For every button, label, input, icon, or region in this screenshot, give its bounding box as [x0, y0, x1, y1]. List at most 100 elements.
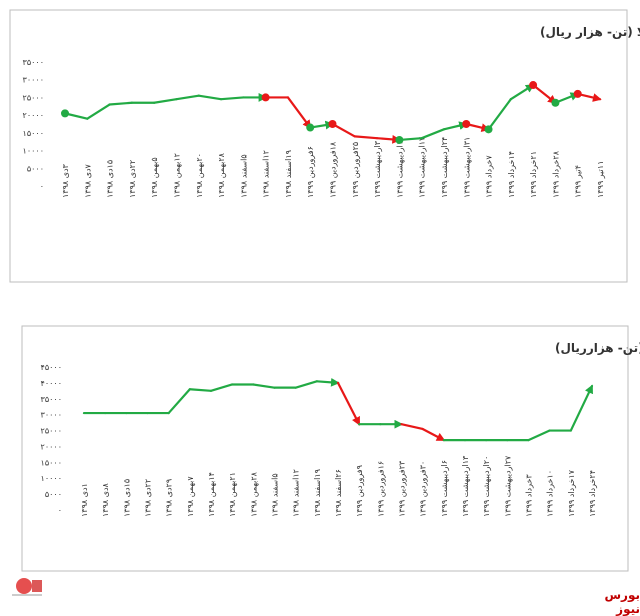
x-tick-label: ۱۰اردیبهشت ۱۳۹۹: [395, 137, 404, 198]
x-tick-label: ۱۷خرداد ۱۳۹۹: [567, 469, 576, 517]
x-tick-label: ۹فروردین ۱۳۹۹: [355, 465, 364, 517]
brand-label: بورس نیوز: [604, 588, 640, 616]
x-tick-label: ۱۴بهمن ۱۳۹۸: [207, 472, 216, 517]
x-tick-label: ۵اسفند ۱۳۹۸: [239, 154, 248, 198]
series-segment: [420, 128, 446, 140]
x-tick-label: ۲۳فروردین ۱۳۹۹: [398, 460, 407, 517]
y-tick-label: ۵۰۰۰: [45, 490, 62, 499]
x-tick-label: ۱۶فروردین ۱۳۹۹: [376, 461, 385, 517]
chart-lube-cut: روند نرخ فروش لوپ کات پالایشگاه اصفهان د…: [0, 318, 640, 583]
data-point: [529, 81, 538, 90]
series-segment: [294, 380, 318, 389]
x-tick-label: ۲۵فروردین ۱۳۹۹: [351, 142, 360, 198]
x-tick-label: ۲۲دی ۱۳۹۸: [144, 479, 153, 517]
x-tick-label: ۲۰بهمن ۱۳۹۸: [195, 153, 204, 198]
x-tick-label: ۵اسفند ۱۳۹۸: [271, 473, 280, 517]
data-point: [462, 120, 471, 128]
y-tick-label: ۳۵۰۰۰: [23, 58, 44, 67]
series-segment: [487, 98, 512, 131]
chart-frame: [21, 325, 629, 572]
x-tick-label: ۳۰فروردین ۱۳۹۹: [419, 461, 428, 517]
series-segment: [153, 98, 178, 104]
y-tick-label: ۲۰۰۰۰: [41, 442, 62, 451]
y-tick-label: ۴۰۰۰۰: [41, 379, 62, 388]
y-tick-label: ۲۰۰۰۰: [23, 111, 44, 120]
chart-vacuum-bottom: روند نرخ فروش وکیوم باتوم پالایشگاه اصفه…: [0, 0, 640, 300]
series-segment: [108, 101, 133, 106]
series-segment: [197, 94, 223, 101]
data-point: [395, 135, 404, 144]
x-tick-label: ۱۰خرداد ۱۳۹۹: [546, 470, 555, 517]
x-tick-label: ۱دی ۱۳۹۸: [80, 483, 89, 517]
x-tick-label: ۱۱تیر ۱۳۹۹: [596, 161, 605, 198]
x-tick-label: ۱۹اسفند ۱۳۹۸: [313, 469, 322, 517]
chart-title: روند نرخ فروش لوپ کات پالایشگاه اصفهان د…: [555, 341, 640, 356]
x-tick-label: ۱۵دی ۱۳۹۸: [122, 479, 131, 517]
x-tick-label: ۶فروردین ۱۳۹۹: [306, 146, 315, 198]
series-segment: [315, 377, 340, 387]
series-segment: [527, 429, 551, 442]
chart-title: روند نرخ فروش وکیوم باتوم پالایشگاه اصفه…: [540, 25, 640, 40]
data-point: [573, 89, 582, 98]
x-tick-label: ۱۲اسفند ۱۳۹۸: [262, 150, 271, 198]
series-segment: [509, 83, 535, 101]
series-segment: [532, 83, 557, 104]
data-point: [328, 120, 337, 128]
x-tick-label: ۲۸خرداد ۱۳۹۹: [551, 150, 560, 198]
x-tick-label: ۲۱خرداد ۱۳۹۹: [529, 151, 538, 198]
x-tick-label: ۲۲دی ۱۳۹۸: [128, 160, 137, 198]
series-segment: [331, 122, 356, 138]
series-segment: [175, 94, 200, 101]
series-segment: [286, 96, 312, 129]
series-segment: [167, 388, 191, 415]
x-tick-label: ۲۱بهمن ۱۳۹۸: [228, 472, 237, 517]
series-segment: [421, 427, 446, 442]
y-tick-label: ۴۵۰۰۰: [41, 363, 62, 372]
x-tick-label: ۱۸فروردین ۱۳۹۹: [329, 141, 338, 198]
x-tick-label: ۴تیر ۱۳۹۹: [574, 165, 583, 198]
y-tick-label: ۱۵۰۰۰: [41, 458, 62, 467]
x-tick-label: ۳خرداد ۱۳۹۹: [525, 474, 534, 517]
x-tick-label: ۲۸بهمن ۱۳۹۸: [217, 152, 226, 198]
data-point: [61, 109, 69, 118]
x-tick-label: ۱۳اردیبهشت ۱۳۹۹: [461, 455, 470, 517]
x-tick-label: ۶اردیبهشت ۱۳۹۹: [440, 460, 449, 517]
y-tick-label: ۲۵۰۰۰: [41, 427, 62, 436]
x-tick-label: ۳۱اردیبهشت ۱۳۹۹: [462, 137, 471, 198]
chart-lube-cut-svg: روند نرخ فروش لوپ کات پالایشگاه اصفهان د…: [21, 325, 640, 572]
series-segment: [400, 423, 424, 431]
x-tick-label: ۲۸بهمن ۱۳۹۸: [249, 471, 258, 517]
x-tick-label: ۵بهمن ۱۳۹۸: [150, 157, 159, 198]
y-tick-label: ۳۰۰۰۰: [23, 76, 44, 85]
series-segment: [209, 383, 234, 392]
x-tick-label: ۱۴خرداد ۱۳۹۹: [507, 151, 516, 198]
data-point: [306, 123, 315, 132]
x-tick-label: ۲۷اردیبهشت ۱۳۹۹: [503, 455, 512, 517]
y-tick-label: ۰: [58, 506, 62, 515]
x-tick-label: ۱۲بهمن ۱۳۹۸: [172, 153, 181, 198]
logo-icon: [8, 568, 48, 604]
series-segment: [569, 384, 594, 432]
x-tick-label: ۲۶اسفند ۱۳۹۸: [334, 469, 343, 517]
x-tick-label: ۲۹دی ۱۳۹۸: [165, 479, 174, 517]
x-tick-label: ۱۵دی ۱۳۹۸: [106, 160, 115, 198]
y-tick-label: ۰: [40, 182, 44, 191]
x-tick-label: ۷خرداد ۱۳۹۹: [485, 155, 494, 198]
series-segment: [188, 388, 213, 392]
x-tick-label: ۱۲اسفند ۱۳۹۸: [292, 469, 301, 517]
y-tick-label: ۳۰۰۰۰: [41, 411, 62, 420]
x-tick-label: ۳اردیبهشت ۱۳۹۹: [373, 140, 382, 198]
x-tick-label: ۲۴خرداد ۱۳۹۹: [588, 470, 597, 517]
series-segment: [353, 135, 379, 140]
series-segment: [219, 96, 245, 101]
x-tick-label: ۱۹اسفند ۱۳۹۸: [284, 150, 293, 198]
series-segment: [86, 103, 111, 120]
x-tick-label: ۱۷اردیبهشت ۱۳۹۹: [418, 136, 427, 198]
x-tick-label: ۸دی ۱۳۹۸: [101, 482, 110, 517]
y-tick-label: ۲۵۰۰۰: [23, 93, 44, 102]
x-tick-label: ۷دی ۱۳۹۸: [83, 163, 92, 198]
y-tick-label: ۱۰۰۰۰: [23, 147, 44, 156]
x-tick-label: ۷بهمن ۱۳۹۸: [186, 476, 195, 517]
y-tick-label: ۳۵۰۰۰: [41, 395, 62, 404]
data-point: [551, 98, 560, 107]
